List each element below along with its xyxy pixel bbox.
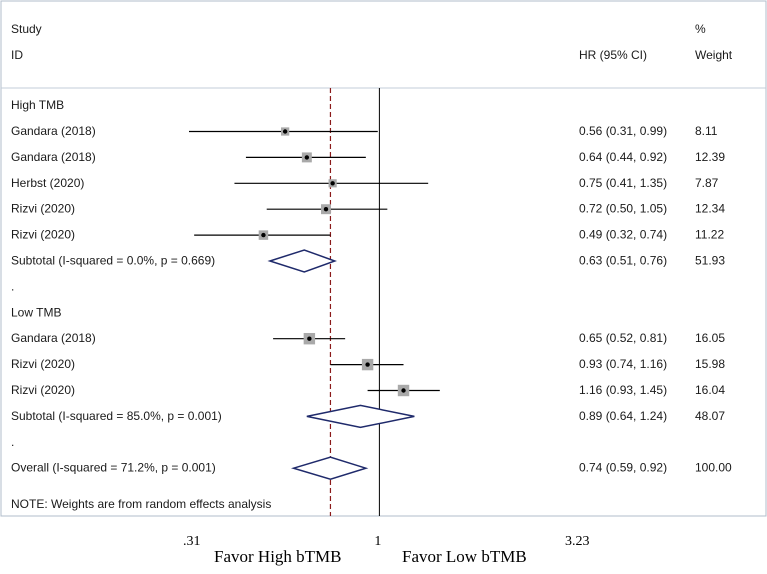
- point-estimate-low-1: [365, 362, 370, 367]
- header-weight: Weight: [695, 48, 733, 62]
- study-effect: 0.72 (0.50, 1.05): [579, 202, 667, 216]
- study-effect: 1.16 (0.93, 1.45): [579, 383, 667, 397]
- study-weight: 16.04: [695, 383, 725, 397]
- plot-panel: [0, 0, 767, 517]
- point-estimate-high-1: [304, 155, 310, 160]
- study-weight: 12.34: [695, 202, 725, 216]
- study-label: Gandara (2018): [11, 124, 96, 138]
- study-label: Rizvi (2020): [11, 228, 75, 242]
- favor-right-caption: Favor Low bTMB: [402, 547, 527, 566]
- subtotal-label: Subtotal (I-squared = 85.0%, p = 0.001): [11, 409, 222, 423]
- x-tick-label: 3.23: [565, 534, 590, 549]
- subtotal-label: Subtotal (I-squared = 0.0%, p = 0.669): [11, 254, 215, 268]
- study-label: Herbst (2020): [11, 176, 84, 190]
- study-weight: 12.39: [695, 150, 725, 164]
- subtotal-effect: 0.63 (0.51, 0.76): [579, 254, 667, 268]
- study-effect: 0.56 (0.31, 0.99): [579, 124, 667, 138]
- study-weight: 16.05: [695, 331, 725, 345]
- subtotal-weight: 48.07: [695, 409, 725, 423]
- favor-left-caption: Favor High bTMB: [214, 547, 342, 566]
- study-weight: 8.11: [695, 124, 718, 138]
- subtotal-diamond-low: [306, 404, 415, 429]
- study-label: Gandara (2018): [11, 150, 96, 164]
- subtotal-effect: 0.89 (0.64, 1.24): [579, 409, 667, 423]
- group-separator: .: [11, 435, 14, 449]
- study-effect: 0.65 (0.52, 0.81): [579, 331, 667, 345]
- overall-weight: 100.00: [695, 461, 732, 475]
- header-weight-pct: %: [695, 22, 706, 36]
- study-effect: 0.49 (0.32, 0.74): [579, 228, 667, 242]
- overall-label: Overall (I-squared = 71.2%, p = 0.001): [11, 461, 216, 475]
- group-separator: .: [11, 279, 14, 293]
- study-label: Rizvi (2020): [11, 357, 75, 371]
- header-effect: HR (95% CI): [579, 48, 647, 62]
- point-estimate-high-2: [330, 181, 335, 186]
- point-estimate-low-2: [401, 388, 406, 393]
- point-estimate-high-0: [282, 129, 288, 134]
- group-heading-low-tmb: Low TMB: [11, 305, 61, 319]
- point-estimate-high-4: [261, 232, 266, 238]
- group-heading-high-tmb: High TMB: [11, 98, 64, 112]
- subtotal-weight: 51.93: [695, 254, 725, 268]
- study-label: Gandara (2018): [11, 331, 96, 345]
- weights-note: NOTE: Weights are from random effects an…: [11, 497, 271, 511]
- study-weight: 11.22: [695, 228, 724, 242]
- study-effect: 0.75 (0.41, 1.35): [579, 176, 667, 190]
- overall-effect: 0.74 (0.59, 0.92): [579, 461, 667, 475]
- header-id: ID: [11, 48, 23, 62]
- study-label: Rizvi (2020): [11, 202, 75, 216]
- overall-diamond-all: [290, 456, 369, 480]
- study-weight: 15.98: [695, 357, 725, 371]
- study-label: Rizvi (2020): [11, 383, 75, 397]
- study-effect: 0.64 (0.44, 0.92): [579, 150, 667, 164]
- header-study: Study: [11, 22, 42, 36]
- x-tick-label: .31: [183, 534, 201, 549]
- x-tick-label: 1: [374, 534, 381, 549]
- study-effect: 0.93 (0.74, 1.16): [579, 357, 667, 371]
- study-weight: 7.87: [695, 176, 719, 190]
- point-estimate-high-3: [323, 207, 329, 212]
- point-estimate-low-0: [307, 336, 312, 341]
- subtotal-diamond-high: [267, 249, 337, 273]
